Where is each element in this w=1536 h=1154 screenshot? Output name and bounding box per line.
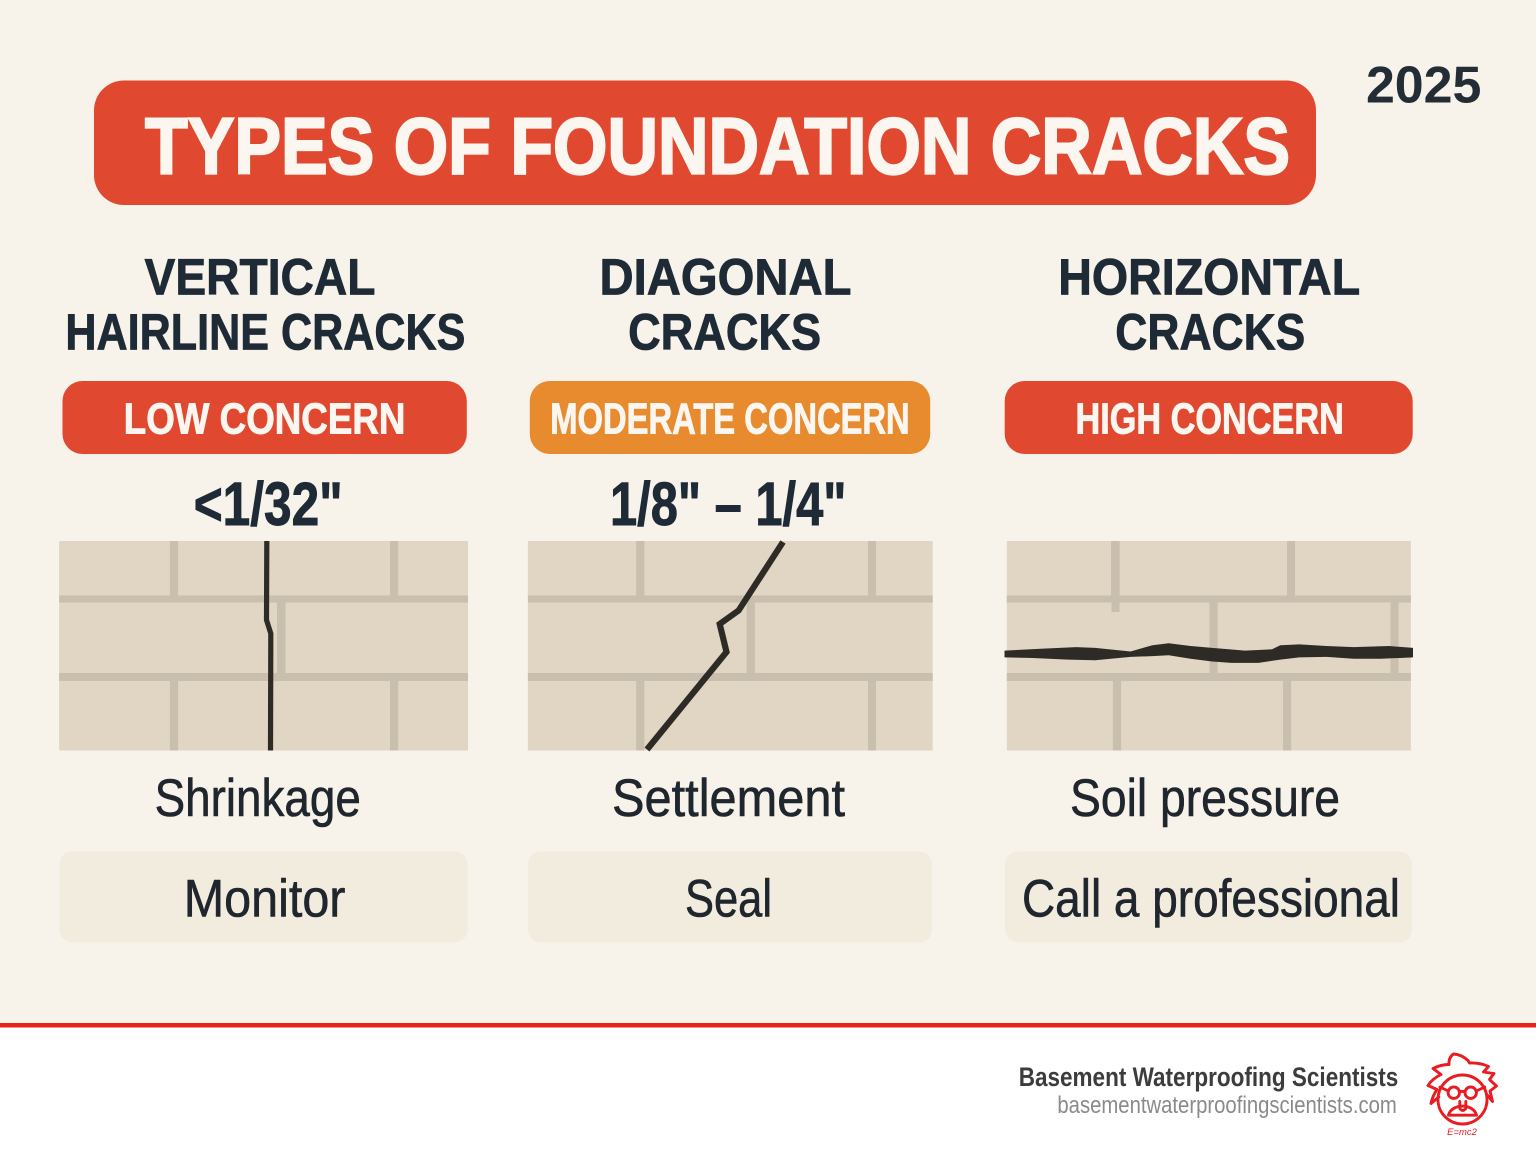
svg-text:Settlement: Settlement bbox=[612, 769, 845, 828]
svg-text:MODERATE CONCERN: MODERATE CONCERN bbox=[550, 395, 909, 443]
svg-text:2025: 2025 bbox=[1366, 57, 1482, 115]
svg-text:Call a professional: Call a professional bbox=[1022, 869, 1400, 928]
svg-text:HORIZONTAL: HORIZONTAL bbox=[1058, 249, 1360, 306]
svg-text:1/8" – 1/4": 1/8" – 1/4" bbox=[610, 470, 847, 538]
svg-text:CRACKS: CRACKS bbox=[1115, 304, 1305, 361]
svg-text:TYPES OF FOUNDATION CRACKS: TYPES OF FOUNDATION CRACKS bbox=[145, 102, 1290, 191]
svg-text:LOW CONCERN: LOW CONCERN bbox=[124, 395, 406, 443]
svg-text:Seal: Seal bbox=[685, 869, 772, 928]
svg-text:E=mc2: E=mc2 bbox=[1447, 1127, 1478, 1138]
svg-text:CRACKS: CRACKS bbox=[628, 304, 821, 361]
svg-text:HAIRLINE CRACKS: HAIRLINE CRACKS bbox=[65, 304, 465, 361]
svg-text:Shrinkage: Shrinkage bbox=[155, 769, 361, 828]
svg-text:HIGH CONCERN: HIGH CONCERN bbox=[1076, 395, 1344, 443]
svg-text:Monitor: Monitor bbox=[184, 869, 346, 928]
svg-text:Basement Waterproofing Scienti: Basement Waterproofing Scientists bbox=[1019, 1062, 1399, 1092]
svg-text:<1/32": <1/32" bbox=[194, 470, 343, 538]
svg-text:basementwaterproofingscientist: basementwaterproofingscientists.com bbox=[1057, 1092, 1396, 1119]
svg-text:DIAGONAL: DIAGONAL bbox=[600, 249, 852, 306]
svg-text:Soil pressure: Soil pressure bbox=[1070, 769, 1340, 828]
svg-text:VERTICAL: VERTICAL bbox=[145, 249, 376, 306]
